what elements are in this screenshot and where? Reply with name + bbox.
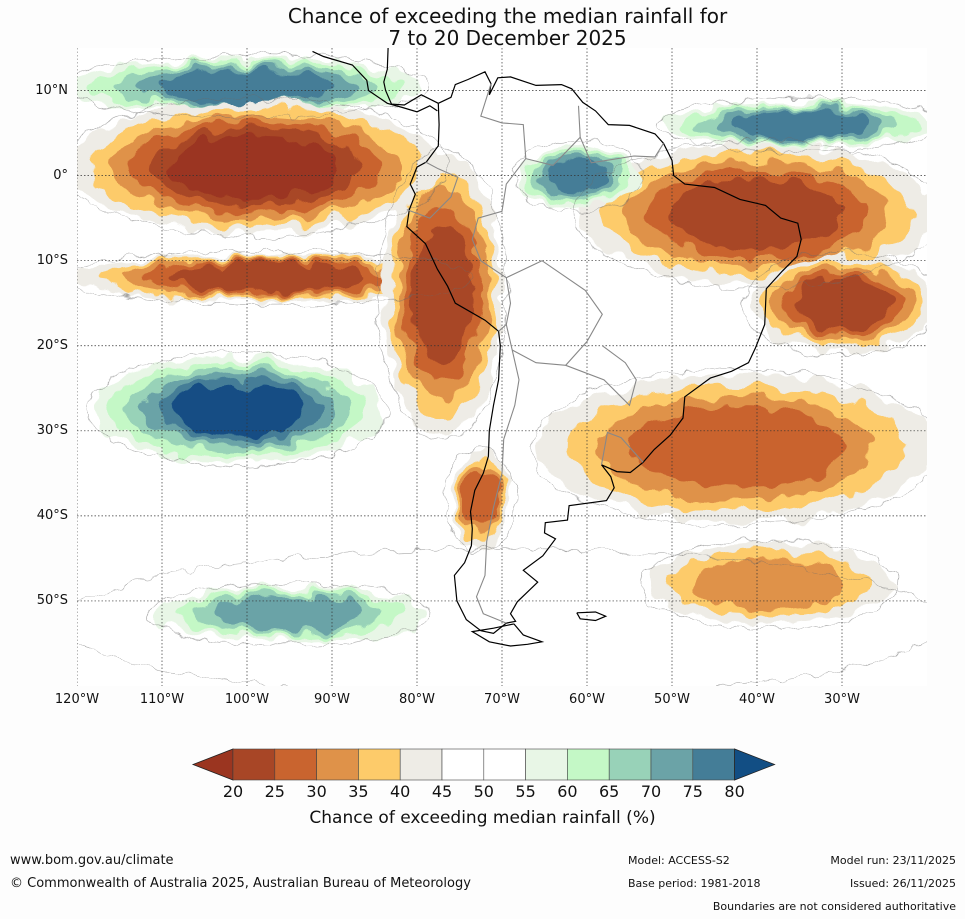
colorbar-swatch-25-30: [274, 748, 317, 781]
copyright-notice: © Commonwealth of Australia 2025, Austra…: [10, 876, 471, 891]
colorbar-tick-label: 20: [222, 782, 244, 801]
model-name: Model: ACCESS-S2: [628, 854, 730, 867]
map-title-line-2: 7 to 20 December 2025: [388, 26, 627, 50]
rainfall-region-south-atlantic-dry-patches-band-35: [694, 558, 845, 610]
base-period: Base period: 1981-2018: [628, 877, 761, 890]
longitude-label: 100°W: [224, 692, 270, 707]
national-boundary-8: [579, 137, 664, 164]
rainfall-region-tropical-north-pacific-wet-band-band-75: [160, 70, 334, 103]
colorbar-swatch-70-75: [650, 748, 694, 781]
colorbar-swatch-30-35: [316, 748, 359, 781]
colorbar-extend-low: [191, 748, 234, 781]
colorbar-swatch-55-60: [525, 748, 568, 781]
colorbar-tick-label: 30: [306, 782, 327, 801]
rainfall-region-southeast-pacific-wet-band-band-80: [171, 383, 306, 436]
model-run-date: Model run: 23/11/2025: [830, 854, 956, 867]
latitude-label: 10°N: [35, 82, 68, 98]
colorbar-swatch-20-25: [232, 748, 276, 781]
colorbar-tick-label: 75: [682, 782, 703, 801]
longitude-label: 110°W: [139, 692, 185, 707]
colorbar-tick-label: 50: [473, 782, 494, 801]
longitude-label: 90°W: [314, 692, 350, 707]
contour-southern-ocean-near-normal: [77, 548, 927, 686]
longitude-label: 80°W: [399, 692, 435, 707]
colorbar-swatch-75-80: [692, 748, 735, 781]
contour-tropical-atlantic-wet-band: [657, 97, 927, 152]
colorbar-tick-label: 70: [640, 782, 662, 801]
rainfall-region-central-andes-dry-patch-band-30: [461, 471, 500, 527]
national-boundary-4: [506, 260, 603, 366]
contour-equatorial-eastern-pacific-dry-band: [77, 97, 449, 237]
latitude-label: 0°: [53, 167, 68, 183]
rainfall-region-subtropical-south-atlantic-dry-band-30: [630, 407, 842, 489]
colorbar-tick-label: 45: [431, 782, 453, 801]
longitude-label: 40°W: [739, 692, 775, 707]
rainfall-region-equatorial-eastern-pacific-dry-band-band-20: [170, 135, 341, 199]
longitude-label: 30°W: [824, 692, 860, 707]
boundaries-disclaimer: Boundaries are not considered authoritat…: [712, 900, 956, 913]
contour-northern-south-america-wet: [513, 139, 644, 212]
rainfall-region-peru-chile-coastal-dry-strip-band-25: [410, 225, 475, 364]
colorbar-label: Chance of exceeding median rainfall (%): [309, 808, 656, 828]
colorbar-tick-label: 65: [599, 782, 620, 801]
longitude-label: 50°W: [654, 692, 690, 707]
website-url[interactable]: www.bom.gov.au/climate: [10, 853, 174, 868]
colorbar-swatch-35-40: [358, 748, 401, 781]
national-boundary-6: [600, 431, 644, 465]
latitude-label: 30°S: [36, 422, 68, 438]
latitude-label: 10°S: [36, 252, 68, 268]
coastline-central-america-pacific: [312, 50, 438, 113]
rainfall-region-southern-pacific-wet-band-band-70: [216, 596, 363, 631]
contour-eastern-pacific-dry-band-south: [77, 250, 474, 305]
rainfall-region-eastern-brazil-coastal-atlantic-dry-band-25: [794, 277, 890, 329]
colorbar-swatch-50-55: [483, 748, 526, 781]
longitude-label: 60°W: [569, 692, 605, 707]
longitude-label: 120°W: [54, 692, 100, 707]
rainfall-map: [77, 48, 927, 686]
coastline-falkland-islands: [576, 611, 608, 622]
contour-southern-pacific-wet-band: [147, 582, 432, 646]
colorbar-extend-high: [734, 748, 776, 781]
latitude-label: 50°S: [36, 592, 68, 608]
latitude-label: 40°S: [36, 507, 68, 523]
issued-date: Issued: 26/11/2025: [849, 877, 956, 890]
colorbar-tick-label: 60: [557, 782, 578, 801]
colorbar-swatch-45-50: [441, 748, 485, 781]
contour-peru-chile-coastal-dry-strip: [377, 148, 508, 442]
contour-southeast-pacific-wet-band: [88, 352, 389, 467]
national-boundary-7: [480, 83, 581, 167]
colorbar-tick-label: 80: [724, 782, 745, 801]
map-title-line-1: Chance of exceeding the median rainfall …: [287, 4, 728, 28]
colorbar-swatch-65-70: [608, 748, 652, 781]
colorbar-tick-label: 55: [515, 782, 536, 801]
national-boundary-2: [406, 161, 459, 219]
contour-south-atlantic-dry-patches: [640, 539, 899, 629]
coastline-tierra-del-fuego: [470, 623, 545, 647]
national-boundary-5: [565, 345, 637, 407]
colorbar-swatch-60-65: [567, 748, 610, 781]
rainfall-region-tropical-atlantic-wet-band-band-75: [732, 110, 867, 139]
contour-eastern-brazil-coastal-atlantic-dry: [742, 250, 927, 357]
national-boundary-3: [471, 158, 527, 325]
contour-central-andes-dry-patch: [445, 446, 517, 552]
longitude-label: 70°W: [484, 692, 520, 707]
latitude-label: 20°S: [36, 337, 68, 353]
colorbar-tick-label: 40: [390, 782, 411, 801]
rainfall-map-svg: [77, 48, 927, 686]
rainfall-region-eastern-pacific-dry-band-south-band-25: [171, 263, 366, 292]
colorbar-swatch-40-45: [399, 748, 443, 781]
coastline-central-america-caribbean: [383, 48, 439, 106]
colorbar-tick-label: 35: [348, 782, 369, 801]
colorbar-tick-label: 25: [264, 782, 285, 801]
coastline-south-america: [406, 71, 802, 634]
